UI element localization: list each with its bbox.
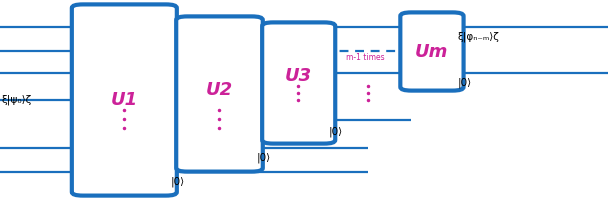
Text: U2: U2 bbox=[206, 81, 233, 99]
FancyBboxPatch shape bbox=[400, 12, 464, 91]
Text: U3: U3 bbox=[285, 67, 312, 85]
Text: |0⟩: |0⟩ bbox=[257, 153, 271, 163]
Text: |0⟩: |0⟩ bbox=[457, 78, 472, 88]
Text: ξ|φₙ₋ₘ⟩ζ: ξ|φₙ₋ₘ⟩ζ bbox=[457, 32, 499, 42]
Text: m-1 times: m-1 times bbox=[346, 52, 384, 62]
FancyBboxPatch shape bbox=[72, 4, 177, 196]
FancyBboxPatch shape bbox=[262, 22, 335, 144]
Text: U1: U1 bbox=[111, 91, 138, 109]
Text: ξ|ψ₀⟩ζ: ξ|ψ₀⟩ζ bbox=[1, 95, 31, 105]
Text: Um: Um bbox=[415, 43, 448, 61]
FancyBboxPatch shape bbox=[176, 16, 263, 172]
Text: |0⟩: |0⟩ bbox=[328, 127, 343, 137]
Text: |0⟩: |0⟩ bbox=[171, 177, 185, 187]
